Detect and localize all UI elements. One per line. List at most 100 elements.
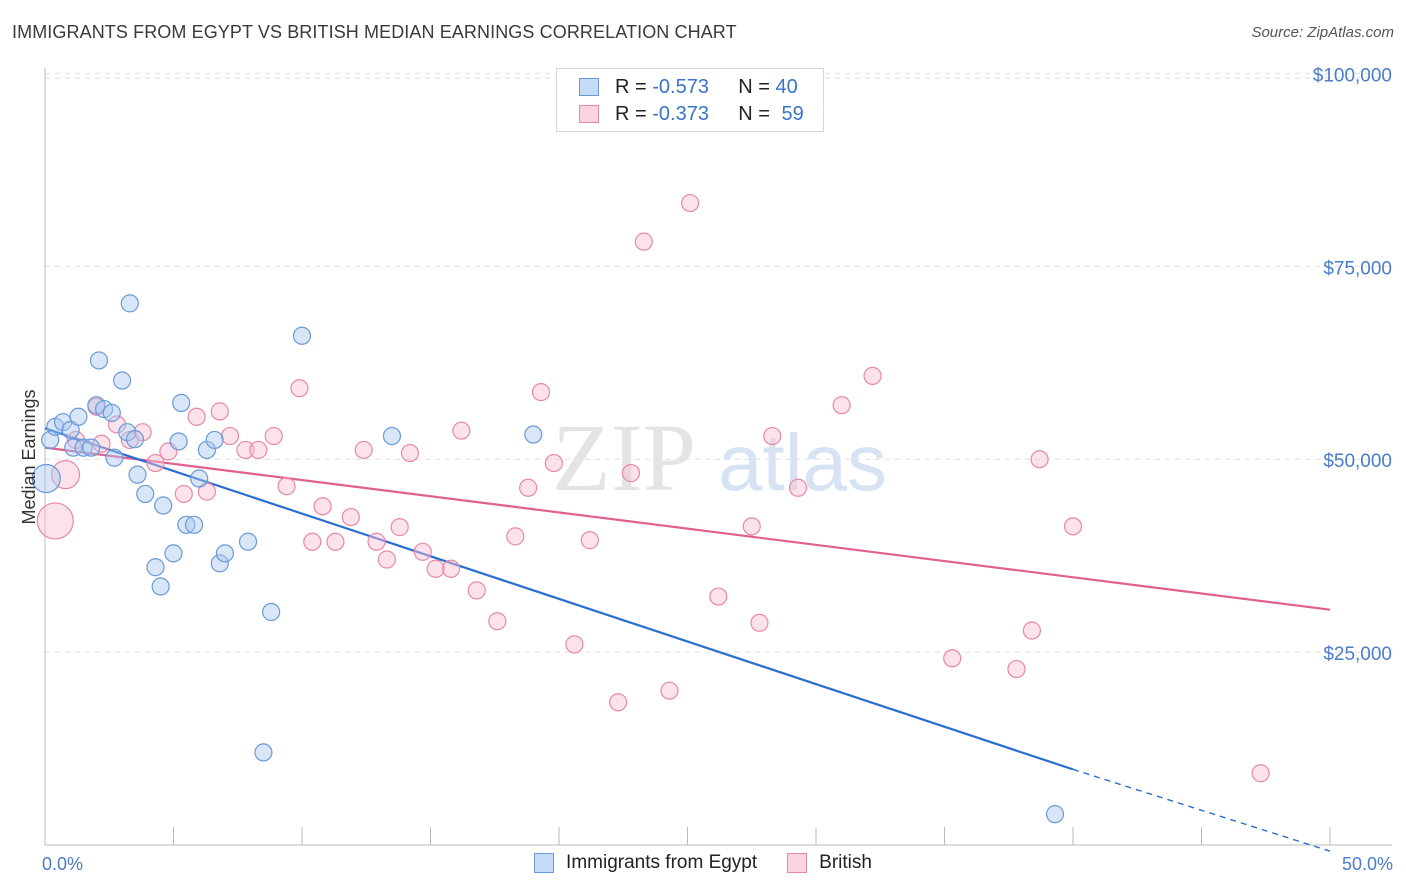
- y-tick-label: $100,000: [1313, 65, 1392, 86]
- data-point-british: [441, 559, 461, 578]
- data-point-british: [277, 477, 296, 496]
- legend-row-egypt: R = -0.573 N = 40: [579, 74, 798, 100]
- data-point-british: [187, 407, 206, 426]
- data-point-british: [544, 453, 563, 473]
- legend-n-value: 40: [775, 75, 798, 98]
- legend-n-label: N =: [738, 102, 776, 125]
- data-point-british: [621, 464, 641, 483]
- data-point-british: [531, 382, 551, 402]
- data-point-british: [36, 502, 74, 540]
- data-point-british: [467, 581, 486, 600]
- y-tick-label: $50,000: [1323, 451, 1392, 472]
- x-tick-label-max: 50.0%: [1342, 854, 1393, 874]
- trend-line-british: [44, 446, 1331, 611]
- y-tick-label: $75,000: [1323, 258, 1392, 279]
- data-point-egypt: [102, 403, 121, 423]
- data-point-british: [1007, 659, 1026, 679]
- data-point-british: [146, 453, 165, 473]
- data-point-british: [742, 517, 761, 536]
- data-point-egypt: [125, 430, 145, 449]
- data-point-egypt: [128, 465, 147, 484]
- legend-r-value: -0.373: [652, 102, 709, 125]
- data-point-egypt: [120, 294, 139, 313]
- y-tick-label: $25,000: [1323, 644, 1392, 665]
- series-swatch-egypt: [534, 853, 555, 873]
- data-point-british: [264, 426, 283, 446]
- data-point-egypt: [205, 430, 224, 450]
- data-point-british: [290, 379, 309, 398]
- data-point-egypt: [164, 544, 183, 563]
- data-point-egypt: [74, 438, 93, 457]
- data-point-british: [488, 612, 507, 631]
- data-point-egypt: [382, 426, 402, 446]
- legend-swatch-egypt: [579, 78, 599, 96]
- data-point-british: [303, 532, 322, 551]
- watermark-zip: ZIP: [552, 404, 696, 511]
- axes: $25,000 $50,000 $75,000 $100,000 0.0% 50.0%: [42, 65, 1393, 874]
- data-point-british: [313, 497, 332, 516]
- data-point-egypt: [524, 425, 543, 444]
- data-point-british: [133, 423, 152, 442]
- x-tick-label-min: 0.0%: [42, 854, 83, 874]
- data-point-british: [1022, 621, 1041, 640]
- correlation-legend: R = -0.573 N = 40 R = -0.373 N = 59: [556, 68, 824, 132]
- data-point-egypt: [154, 496, 173, 515]
- legend-r-label: R =: [615, 102, 653, 125]
- data-point-egypt: [112, 371, 132, 390]
- data-point-british: [452, 421, 471, 440]
- data-point-egypt: [64, 438, 83, 457]
- data-point-british: [580, 531, 599, 550]
- data-point-british: [210, 402, 229, 421]
- data-point-egypt: [262, 602, 281, 622]
- trend-lines: [44, 427, 1331, 852]
- data-point-british: [832, 396, 851, 415]
- data-point-egypt: [292, 326, 312, 345]
- data-point-british: [341, 507, 360, 527]
- data-point-british: [506, 527, 525, 546]
- data-point-british: [174, 484, 193, 504]
- watermark: ZIP atlas: [552, 404, 887, 511]
- series-legend: Immigrants from Egypt British: [0, 852, 1406, 874]
- data-point-egypt: [172, 393, 191, 412]
- data-point-egypt: [82, 438, 101, 457]
- series-swatch-british: [787, 853, 808, 873]
- data-point-egypt: [215, 544, 234, 563]
- data-point-egypt: [69, 407, 88, 426]
- data-point-egypt: [31, 463, 61, 494]
- data-point-egypt: [184, 515, 204, 534]
- data-point-british: [788, 478, 808, 497]
- trend-line-egypt-extrapolated: [1072, 768, 1331, 852]
- data-point-british: [50, 460, 81, 490]
- legend-n-value: 59: [781, 102, 804, 125]
- data-point-british: [354, 440, 373, 460]
- data-point-egypt: [210, 554, 229, 573]
- data-point-british: [763, 426, 782, 446]
- data-point-british: [220, 426, 240, 446]
- series-legend-british[interactable]: British: [787, 852, 872, 874]
- data-point-british: [565, 635, 584, 654]
- chart-title: IMMIGRANTS FROM EGYPT VS BRITISH MEDIAN …: [12, 22, 737, 42]
- data-point-british: [413, 542, 432, 561]
- data-points: [31, 193, 1270, 824]
- source-credit: Source: ZipAtlas.com: [1251, 24, 1394, 41]
- legend-r-value: -0.573: [652, 75, 709, 98]
- series-legend-egypt[interactable]: Immigrants from Egypt: [534, 852, 757, 874]
- data-point-british: [400, 443, 420, 463]
- data-point-british: [426, 559, 445, 578]
- data-point-egypt: [89, 351, 109, 370]
- data-point-egypt: [197, 440, 217, 460]
- data-point-egypt: [190, 469, 209, 488]
- data-point-british: [92, 434, 111, 453]
- data-point-british: [680, 193, 700, 213]
- data-point-egypt: [254, 743, 273, 762]
- data-point-british: [249, 440, 268, 460]
- data-point-british: [609, 693, 628, 712]
- data-point-british: [236, 440, 255, 460]
- data-point-british: [326, 532, 345, 551]
- data-point-british: [377, 550, 396, 569]
- legend-row-british: R = -0.373 N = 59: [579, 101, 804, 127]
- legend-r-label: R =: [615, 75, 653, 98]
- data-point-british: [1063, 517, 1083, 536]
- gridlines: [45, 72, 1392, 653]
